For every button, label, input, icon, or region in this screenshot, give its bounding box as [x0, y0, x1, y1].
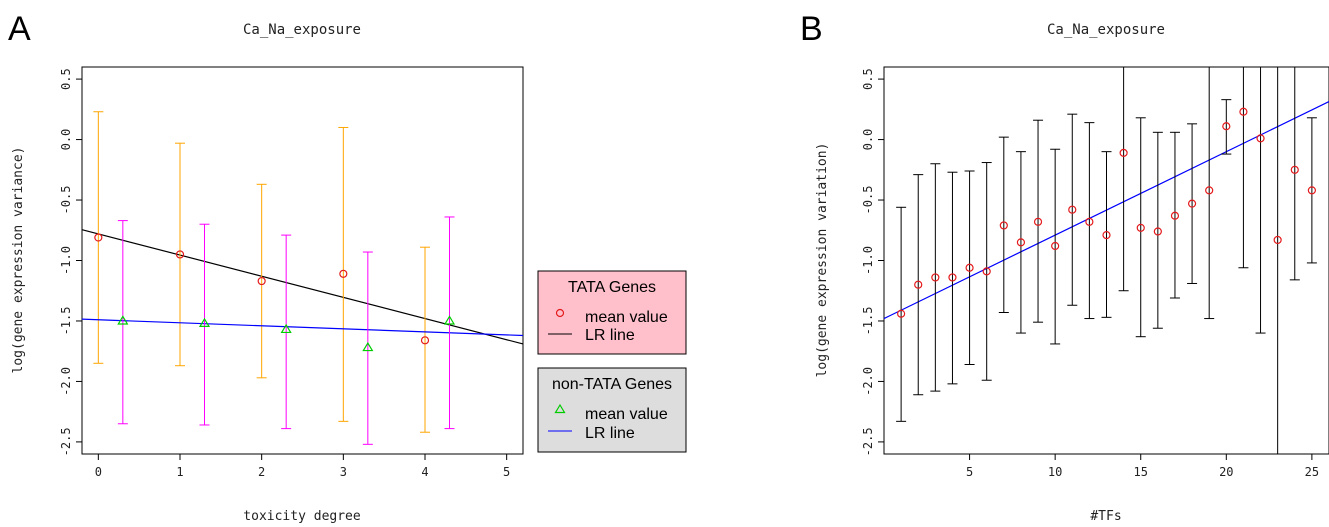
panel-b-x-tick-label: 20 — [1219, 465, 1233, 479]
panel-a-ylabel: log(gene expression variance) — [11, 147, 26, 374]
panel-a-x-tick-label: 1 — [176, 465, 183, 479]
legend-nontata-lr-label: LR line — [585, 425, 635, 442]
panel-b-series1-point — [1256, 134, 1265, 143]
panel-a-y-tick-label: -2.0 — [59, 367, 73, 396]
panel-b-letter: B — [800, 10, 823, 48]
panel-a-y-tick-label: -0.5 — [59, 186, 73, 215]
legend-tata-marker — [555, 308, 565, 318]
panel-b-y-tick-label: -1.0 — [861, 246, 875, 275]
panel-b-y-tick-label: 0.0 — [861, 129, 875, 151]
panel-b-series1-point — [1085, 217, 1094, 226]
panel-b-series1-point — [965, 263, 974, 272]
panel-b-title: Ca_Na_exposure — [1047, 22, 1165, 38]
panel-b-series1-point — [1102, 231, 1111, 240]
panel-a-letter: A — [8, 10, 31, 48]
panel-b-series1-point — [931, 273, 940, 282]
panel-a-y-tick-label: -1.0 — [59, 246, 73, 275]
panel-a-x-tick-label: 0 — [95, 465, 102, 479]
panel-a-series1-point — [175, 250, 185, 259]
panel-a-y-tick-label: -2.5 — [59, 427, 73, 456]
legend-nontata-marker — [554, 403, 566, 414]
panel-b-y-tick-label: -2.0 — [861, 367, 875, 396]
panel-a-plot-frame — [81, 66, 524, 455]
panel-b-series1-point — [1016, 238, 1026, 247]
panel-b-y-tick-label: 0.5 — [861, 68, 875, 90]
panel-a-series2-point — [362, 341, 374, 352]
panel-b-series1-point — [1290, 165, 1299, 174]
panel-b-series1-point — [1222, 122, 1231, 131]
legend-nontata-mean-label: mean value — [585, 406, 668, 423]
panel-b-series1-point — [1153, 227, 1162, 236]
legend-tata-title: TATA Genes — [568, 279, 656, 296]
legend-tata-box — [537, 270, 687, 355]
panel-b-series1-point — [948, 273, 957, 282]
panel-b-x-tick-label: 10 — [1048, 465, 1062, 479]
panel-b-series1-point — [1187, 199, 1197, 208]
panel-b-x-tick-label: 5 — [966, 465, 973, 479]
panel-b-y-tick-label: -1.5 — [861, 307, 875, 336]
panel-b-xlabel: #TFs — [1090, 509, 1121, 524]
legend-nontata: non-TATA Genes mean value LR line — [537, 367, 687, 453]
panel-a-x-tick-label: 2 — [258, 465, 265, 479]
panel-a-series1-point — [339, 269, 348, 278]
panel-b-series1-point — [1273, 235, 1282, 245]
panel-a-x-tick-label: 5 — [503, 465, 510, 479]
panel-a-content: 0 1 2 3 4 5 -2.5 -2.0 -1.5 -1.0 -0.5 0.0 0.5 — [59, 68, 524, 479]
legend-nontata-title: non-TATA Genes — [552, 376, 672, 393]
panel-b-series1-point — [1170, 211, 1180, 220]
panel-a-y-tick-label: -1.5 — [59, 307, 73, 336]
panel-a-series1-point — [94, 233, 103, 242]
panel-b-series1-point — [1205, 186, 1214, 195]
panel-b-series1-point — [999, 221, 1008, 230]
panel-b-y-tick-label: -2.5 — [861, 427, 875, 456]
panel-b-series1-point — [914, 280, 923, 289]
panel-a-x-tick-label: 3 — [340, 465, 347, 479]
panel-a-series1-point — [420, 336, 430, 345]
panel-b-series1-point — [1239, 107, 1248, 116]
panel-a-series1-point — [257, 276, 266, 286]
panel-a-x-tick-label: 4 — [421, 465, 428, 479]
panel-a-series2-point — [443, 315, 456, 325]
panel-b-x-tick-label: 15 — [1134, 465, 1148, 479]
panel-b-series1-point — [1033, 217, 1043, 226]
panel-b-ylabel: log(gene expression variation) — [815, 143, 830, 378]
panel-b-series1-point — [1119, 148, 1128, 157]
panel-b-series1-point — [982, 267, 991, 276]
panel-a-series2-point — [117, 315, 129, 325]
panel-a-series2-point — [280, 323, 292, 334]
legend-tata-lr-label: LR line — [585, 327, 635, 344]
legend-tata: TATA Genes mean value LR line — [537, 270, 687, 355]
panel-a-series2-point — [198, 317, 211, 327]
legend-tata-mean-label: mean value — [585, 309, 668, 326]
panel-b-series1-point — [1136, 223, 1145, 232]
panel-b-series1-point — [1068, 205, 1077, 214]
panel-b-series1-point — [1307, 186, 1316, 195]
panel-a-y-tick-label: 0.0 — [59, 129, 73, 151]
panel-b-content: 5 10 15 20 25 -2.5 -2.0 -1.5 -1.0 -0.5 0.0 0.5 — [861, 67, 1329, 479]
panel-b-y-tick-label: -0.5 — [861, 186, 875, 215]
panel-b-series1-point — [1051, 241, 1060, 251]
panel-a-title: Ca_Na_exposure — [243, 22, 361, 38]
panel-a-y-tick-label: 0.5 — [59, 68, 73, 90]
panel-b-x-tick-label: 25 — [1305, 465, 1319, 479]
panel-b-series1-point — [897, 309, 906, 318]
panel-a-xlabel: toxicity degree — [243, 509, 361, 524]
